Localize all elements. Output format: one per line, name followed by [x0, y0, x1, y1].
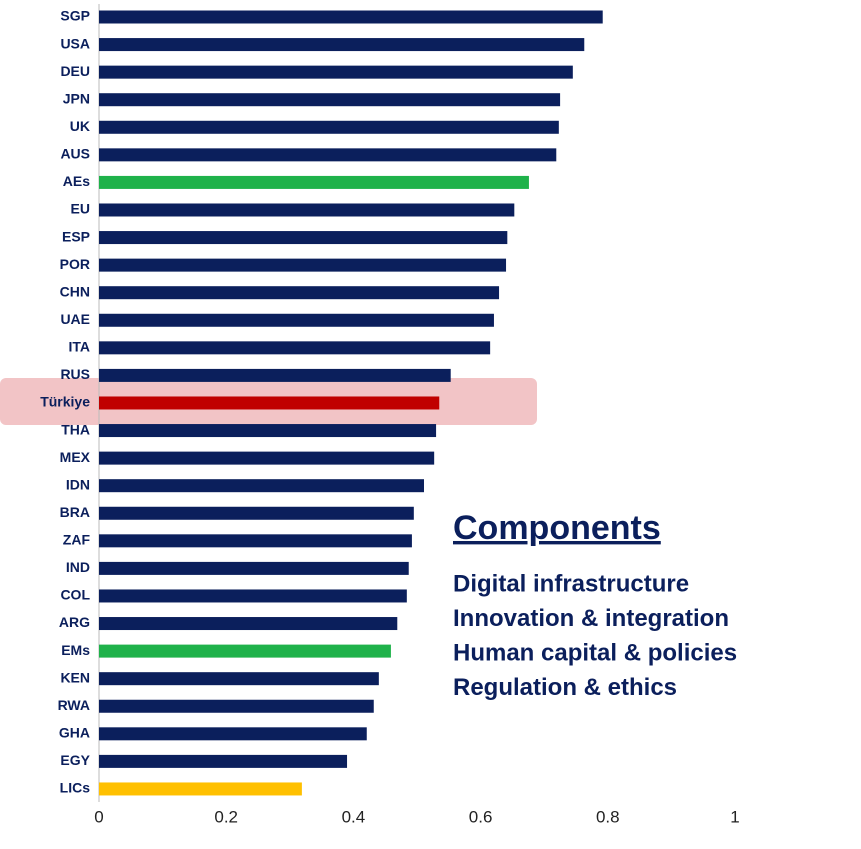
- y-tick-label: EGY: [60, 752, 90, 768]
- y-tick-label: JPN: [63, 90, 90, 106]
- y-tick-label: IDN: [66, 476, 90, 492]
- bar: [99, 368, 451, 382]
- x-tick-label: 0.2: [214, 807, 238, 826]
- y-tick-label: AEs: [63, 173, 90, 189]
- bar: [99, 10, 603, 24]
- bar: [99, 120, 559, 134]
- bar: [99, 65, 573, 79]
- y-tick-label: SGP: [60, 8, 90, 24]
- y-tick-label: GHA: [59, 725, 90, 741]
- y-tick-label: KEN: [60, 669, 90, 685]
- components-title: Components: [453, 509, 661, 547]
- bar: [99, 727, 367, 741]
- y-tick-label: POR: [60, 256, 90, 272]
- y-tick-label: UAE: [60, 311, 90, 327]
- bar: [99, 38, 585, 52]
- y-tick-label: EU: [71, 201, 90, 217]
- x-tick-label: 0: [94, 807, 103, 826]
- bar: [99, 506, 414, 520]
- y-tick-label: AUS: [60, 146, 90, 162]
- bar: [99, 534, 412, 548]
- bar: [99, 479, 424, 493]
- y-tick-label: LICs: [60, 780, 91, 796]
- y-tick-label: RWA: [58, 697, 90, 713]
- bar: [99, 203, 515, 217]
- bar: [99, 754, 348, 768]
- y-tick-label: ITA: [68, 339, 90, 355]
- bar: [99, 396, 440, 410]
- x-tick-label: 0.4: [342, 807, 366, 826]
- bar: [99, 644, 391, 658]
- bar: [99, 782, 302, 796]
- y-tick-label: THA: [61, 421, 90, 437]
- y-tick-label: RUS: [60, 366, 90, 382]
- bar: [99, 561, 409, 575]
- bar: [99, 231, 508, 245]
- y-tick-label: EMs: [61, 642, 90, 658]
- y-tick-label: UK: [70, 118, 90, 134]
- y-tick-label: USA: [60, 35, 90, 51]
- bar: [99, 175, 529, 189]
- bar: [99, 148, 557, 162]
- x-tick-label: 0.8: [596, 807, 620, 826]
- component-item: Innovation & integration: [453, 605, 729, 632]
- bar: [99, 617, 398, 631]
- component-item: Regulation & ethics: [453, 674, 677, 701]
- bar: [99, 286, 500, 300]
- component-item: Human capital & policies: [453, 639, 737, 666]
- bar: [99, 424, 437, 438]
- bar: [99, 451, 435, 465]
- bar: [99, 589, 407, 603]
- y-tick-label: CHN: [60, 283, 90, 299]
- y-tick-label: ZAF: [63, 532, 91, 548]
- bar: [99, 93, 561, 107]
- y-tick-label: IND: [66, 559, 90, 575]
- bar: [99, 313, 494, 327]
- y-tick-label: BRA: [60, 504, 90, 520]
- y-tick-label: DEU: [60, 63, 90, 79]
- bar: [99, 258, 507, 272]
- y-tick-label: Türkiye: [40, 394, 90, 410]
- x-tick-label: 0.6: [469, 807, 493, 826]
- bar: [99, 699, 374, 713]
- y-tick-label: MEX: [60, 449, 91, 465]
- y-tick-label: ARG: [59, 614, 90, 630]
- y-tick-label: COL: [60, 587, 90, 603]
- y-tick-label: ESP: [62, 228, 90, 244]
- x-tick-label: 1: [730, 807, 739, 826]
- component-item: Digital infrastructure: [453, 570, 689, 597]
- bar: [99, 341, 491, 355]
- bar: [99, 672, 379, 686]
